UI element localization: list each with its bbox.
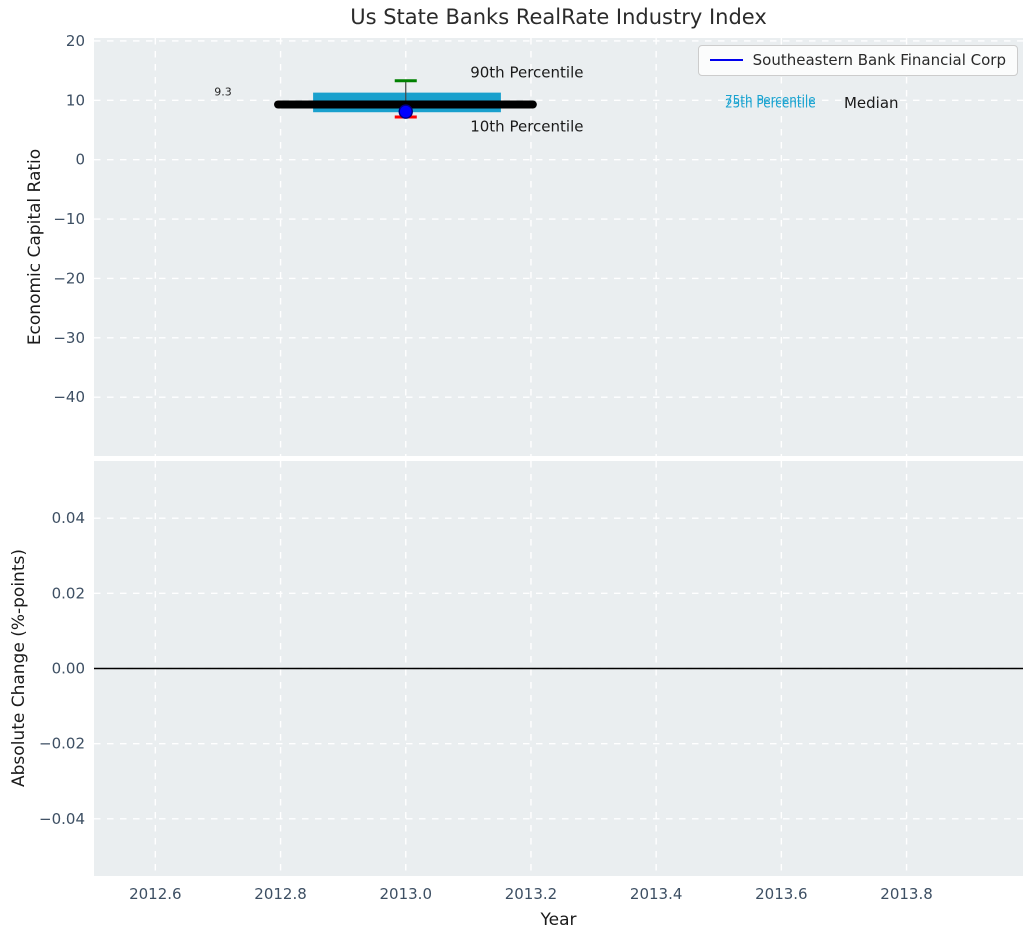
- x-axis-label: Year: [540, 910, 577, 930]
- y-tick-label: −40: [53, 388, 85, 406]
- y-tick-label: −0.04: [39, 810, 85, 828]
- company-dot: [398, 104, 413, 119]
- x-tick-label: 2013.8: [880, 885, 933, 903]
- annotation: 90th Percentile: [470, 63, 583, 81]
- y-tick-label: −30: [53, 329, 85, 347]
- x-tick-label: 2012.8: [254, 885, 307, 903]
- y-tick-label: 0.00: [52, 660, 85, 678]
- x-tick-label: 2012.6: [129, 885, 182, 903]
- bottom-axes: 0.04 0.02 0.00 −0.02 −0.04 2012.6 2012.8 2013.0…: [39, 461, 1023, 903]
- y-tick-label: 0.02: [52, 584, 85, 602]
- y-tick-label: −10: [53, 210, 85, 228]
- y-axis-label-bottom: Absolute Change (%-points): [9, 549, 29, 787]
- y-axis-label-top: Economic Capital Ratio: [25, 148, 45, 346]
- legend: Southeastern Bank Financial Corp: [697, 45, 1018, 76]
- y-tick-label: 10: [66, 91, 85, 109]
- annotation: 10th Percentile: [470, 117, 583, 135]
- top-axes: 20 10 0 −10 −20 −30 −40 9.3 90th Percentile 10th …: [53, 32, 1023, 456]
- x-tick-label: 2013.6: [755, 885, 808, 903]
- annotation: Median: [844, 94, 899, 112]
- chart-title: Us State Banks RealRate Industry Index: [350, 5, 767, 29]
- annotation: 75th Percentile: [725, 93, 816, 107]
- legend-label: Southeastern Bank Financial Corp: [752, 51, 1006, 69]
- x-tick-label: 2013.0: [380, 885, 433, 903]
- bottom-axes-plot: 0.04 0.02 0.00 −0.02 −0.04 2012.6 2012.8 2013.0…: [39, 461, 1023, 903]
- y-tick-label: 0.04: [52, 509, 85, 527]
- top-axes-plot: 20 10 0 −10 −20 −30 −40 9.3 90th Percentile 10th …: [53, 32, 1023, 456]
- x-tick-label: 2013.4: [630, 885, 683, 903]
- y-tick-label: −20: [53, 269, 85, 287]
- legend-line-swatch: [709, 59, 743, 61]
- y-tick-label: −0.02: [39, 735, 85, 753]
- x-tick-label: 2013.2: [505, 885, 558, 903]
- annotation: 9.3: [214, 86, 232, 99]
- y-tick-label: 0: [75, 151, 85, 169]
- y-tick-label: 20: [66, 32, 85, 50]
- annotation: 25th Percentile: [725, 96, 816, 110]
